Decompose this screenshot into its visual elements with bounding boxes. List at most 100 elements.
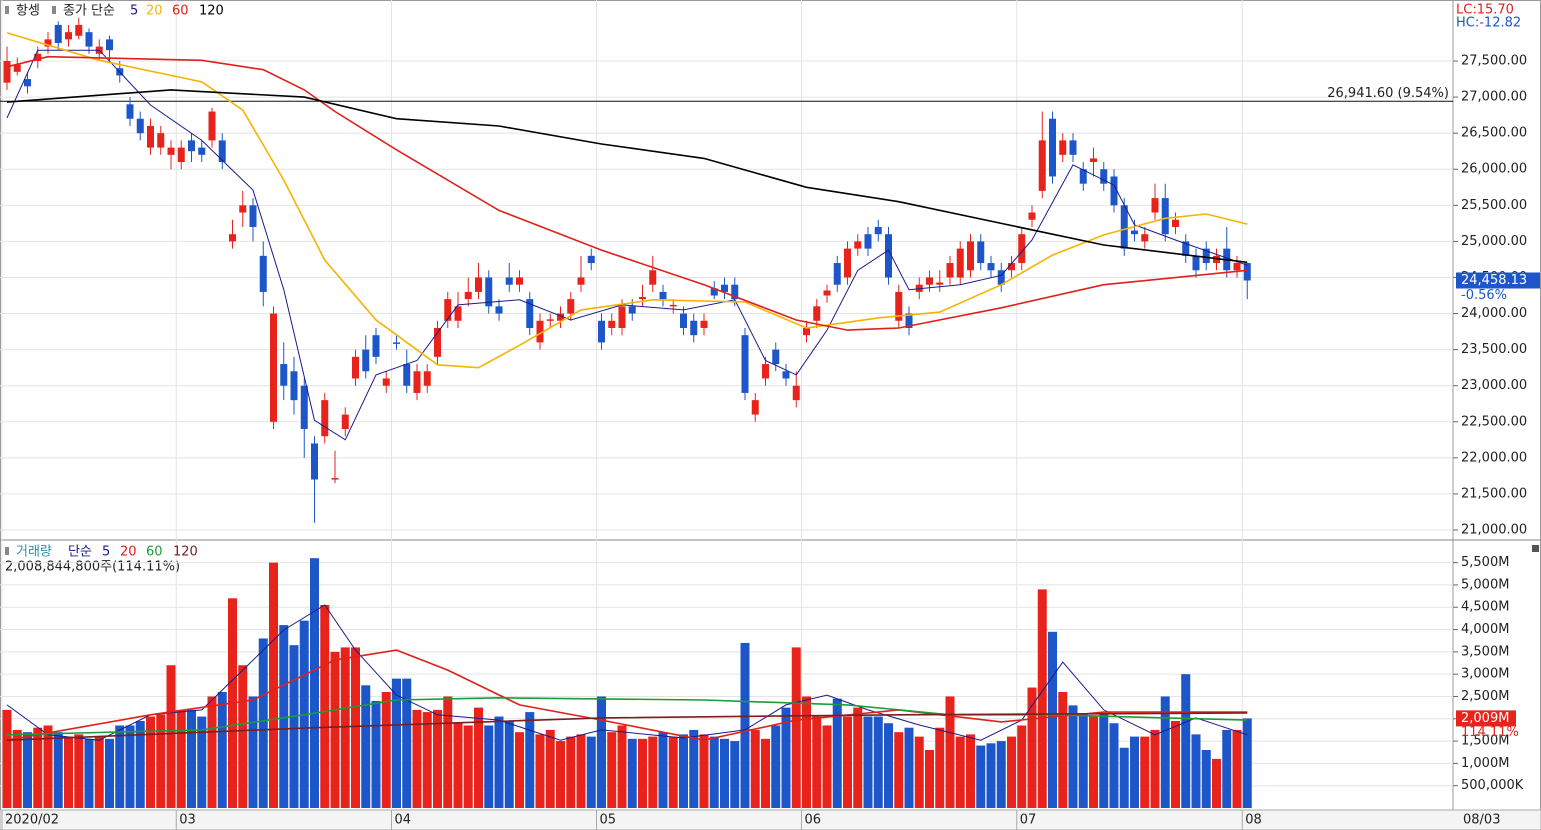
candle-body — [895, 291, 903, 321]
volume-bar — [1191, 734, 1201, 808]
candle-body — [659, 291, 667, 300]
icon — [5, 547, 9, 555]
end-date: 08/03 — [1463, 813, 1500, 828]
candle-body — [567, 299, 575, 314]
legend-entry: 5 — [130, 4, 138, 19]
candle-body — [475, 277, 482, 292]
candle-body — [1018, 234, 1026, 264]
last-price-label: 24,458.13 — [1461, 273, 1527, 288]
legend-entry: 60 — [172, 4, 189, 19]
volume-bar — [535, 734, 545, 808]
volume-bar — [53, 732, 63, 808]
y-tick-label: 27,000.00 — [1461, 90, 1527, 105]
volume-bar — [853, 707, 863, 808]
volume-bar — [1037, 589, 1047, 808]
candle-body — [639, 296, 646, 300]
candle-body — [833, 263, 841, 285]
volume-bar — [863, 716, 873, 808]
volume-bar — [1078, 714, 1088, 808]
y-tick-label: 22,000.00 — [1461, 450, 1527, 465]
volume-bar — [310, 558, 319, 808]
volume-bar — [627, 738, 637, 808]
candle-body — [1110, 176, 1118, 206]
volume-bar — [74, 734, 84, 808]
last-volume-box — [1456, 710, 1516, 727]
volume-bar — [258, 638, 268, 808]
legend-entry: 20 — [120, 545, 137, 560]
candle-body — [239, 205, 247, 213]
volume-bar — [443, 696, 453, 808]
volume-bar — [422, 712, 432, 808]
y-tick-label: 21,000.00 — [1461, 523, 1527, 538]
volume-indicator: 단순 — [68, 545, 92, 560]
ma-line — [6, 604, 1248, 741]
candle-body — [997, 270, 1005, 285]
y-tick-label: 22,500.00 — [1461, 414, 1527, 429]
volume-bar — [1201, 750, 1211, 808]
candle-body — [1008, 263, 1015, 271]
volume-bar — [340, 647, 350, 808]
volume-bar — [925, 750, 934, 808]
candle-body — [270, 313, 277, 422]
volume-bar — [433, 709, 442, 808]
reference-label: 26,941.60 (9.54%) — [1327, 86, 1449, 101]
ma-line — [6, 712, 1248, 741]
volume-bar — [1171, 721, 1180, 808]
volume-bar — [884, 723, 893, 808]
volume-bar — [955, 736, 965, 808]
candle-body — [792, 385, 800, 401]
candle-body — [300, 385, 308, 429]
candle-body — [331, 478, 339, 480]
volume-bar — [125, 725, 135, 808]
candle-body — [147, 125, 154, 148]
x-tick-label: 08 — [1245, 813, 1262, 828]
volume-bar — [699, 734, 709, 808]
candle-body — [434, 327, 441, 357]
volume-bar — [176, 709, 186, 808]
candle-body — [126, 104, 134, 119]
volume-bar — [330, 651, 340, 808]
volume-bar — [986, 743, 996, 808]
ma-line — [6, 649, 1248, 742]
candle-body — [587, 255, 595, 264]
volume-bar — [84, 738, 94, 808]
candle-body — [106, 39, 113, 51]
candle-body — [598, 320, 605, 343]
ma-line — [6, 32, 1248, 369]
panel-button[interactable] — [1532, 545, 1539, 552]
y-tick-label: 27,500.00 — [1461, 54, 1527, 69]
hc-label: HC:-12.82 — [1456, 16, 1521, 31]
volume-bar — [515, 732, 524, 808]
candle-body — [3, 61, 11, 83]
candle-body — [1213, 255, 1220, 264]
volume-bar — [320, 605, 330, 808]
volume-bar — [1099, 714, 1109, 808]
candle-body — [536, 320, 544, 343]
volume-bar — [207, 696, 217, 808]
y-tick-label: 1,000M — [1461, 756, 1509, 771]
volume-bar — [802, 696, 811, 808]
volume-bar — [361, 685, 371, 808]
volume-bar — [146, 716, 155, 808]
volume-bar — [586, 736, 596, 808]
volume-bar — [1027, 687, 1037, 808]
volume-bar — [279, 625, 289, 808]
volume-bar — [658, 732, 668, 808]
volume-bar — [289, 645, 299, 808]
candle-body — [495, 306, 503, 314]
candle-body — [557, 313, 564, 321]
volume-bar — [709, 736, 719, 808]
candle-body — [34, 53, 42, 62]
candle-body — [926, 277, 933, 285]
volume-bar — [668, 736, 678, 808]
volume-bar — [381, 692, 391, 808]
candle-body — [1049, 118, 1056, 177]
volume-bar — [607, 732, 617, 808]
volume-bar — [474, 707, 483, 808]
candle-body — [1151, 198, 1159, 213]
volume-bar — [761, 738, 770, 808]
candle-body — [464, 291, 472, 300]
y-tick-label: 26,000.00 — [1461, 162, 1527, 177]
volume-bar — [1232, 729, 1242, 808]
candle-body — [311, 443, 318, 480]
